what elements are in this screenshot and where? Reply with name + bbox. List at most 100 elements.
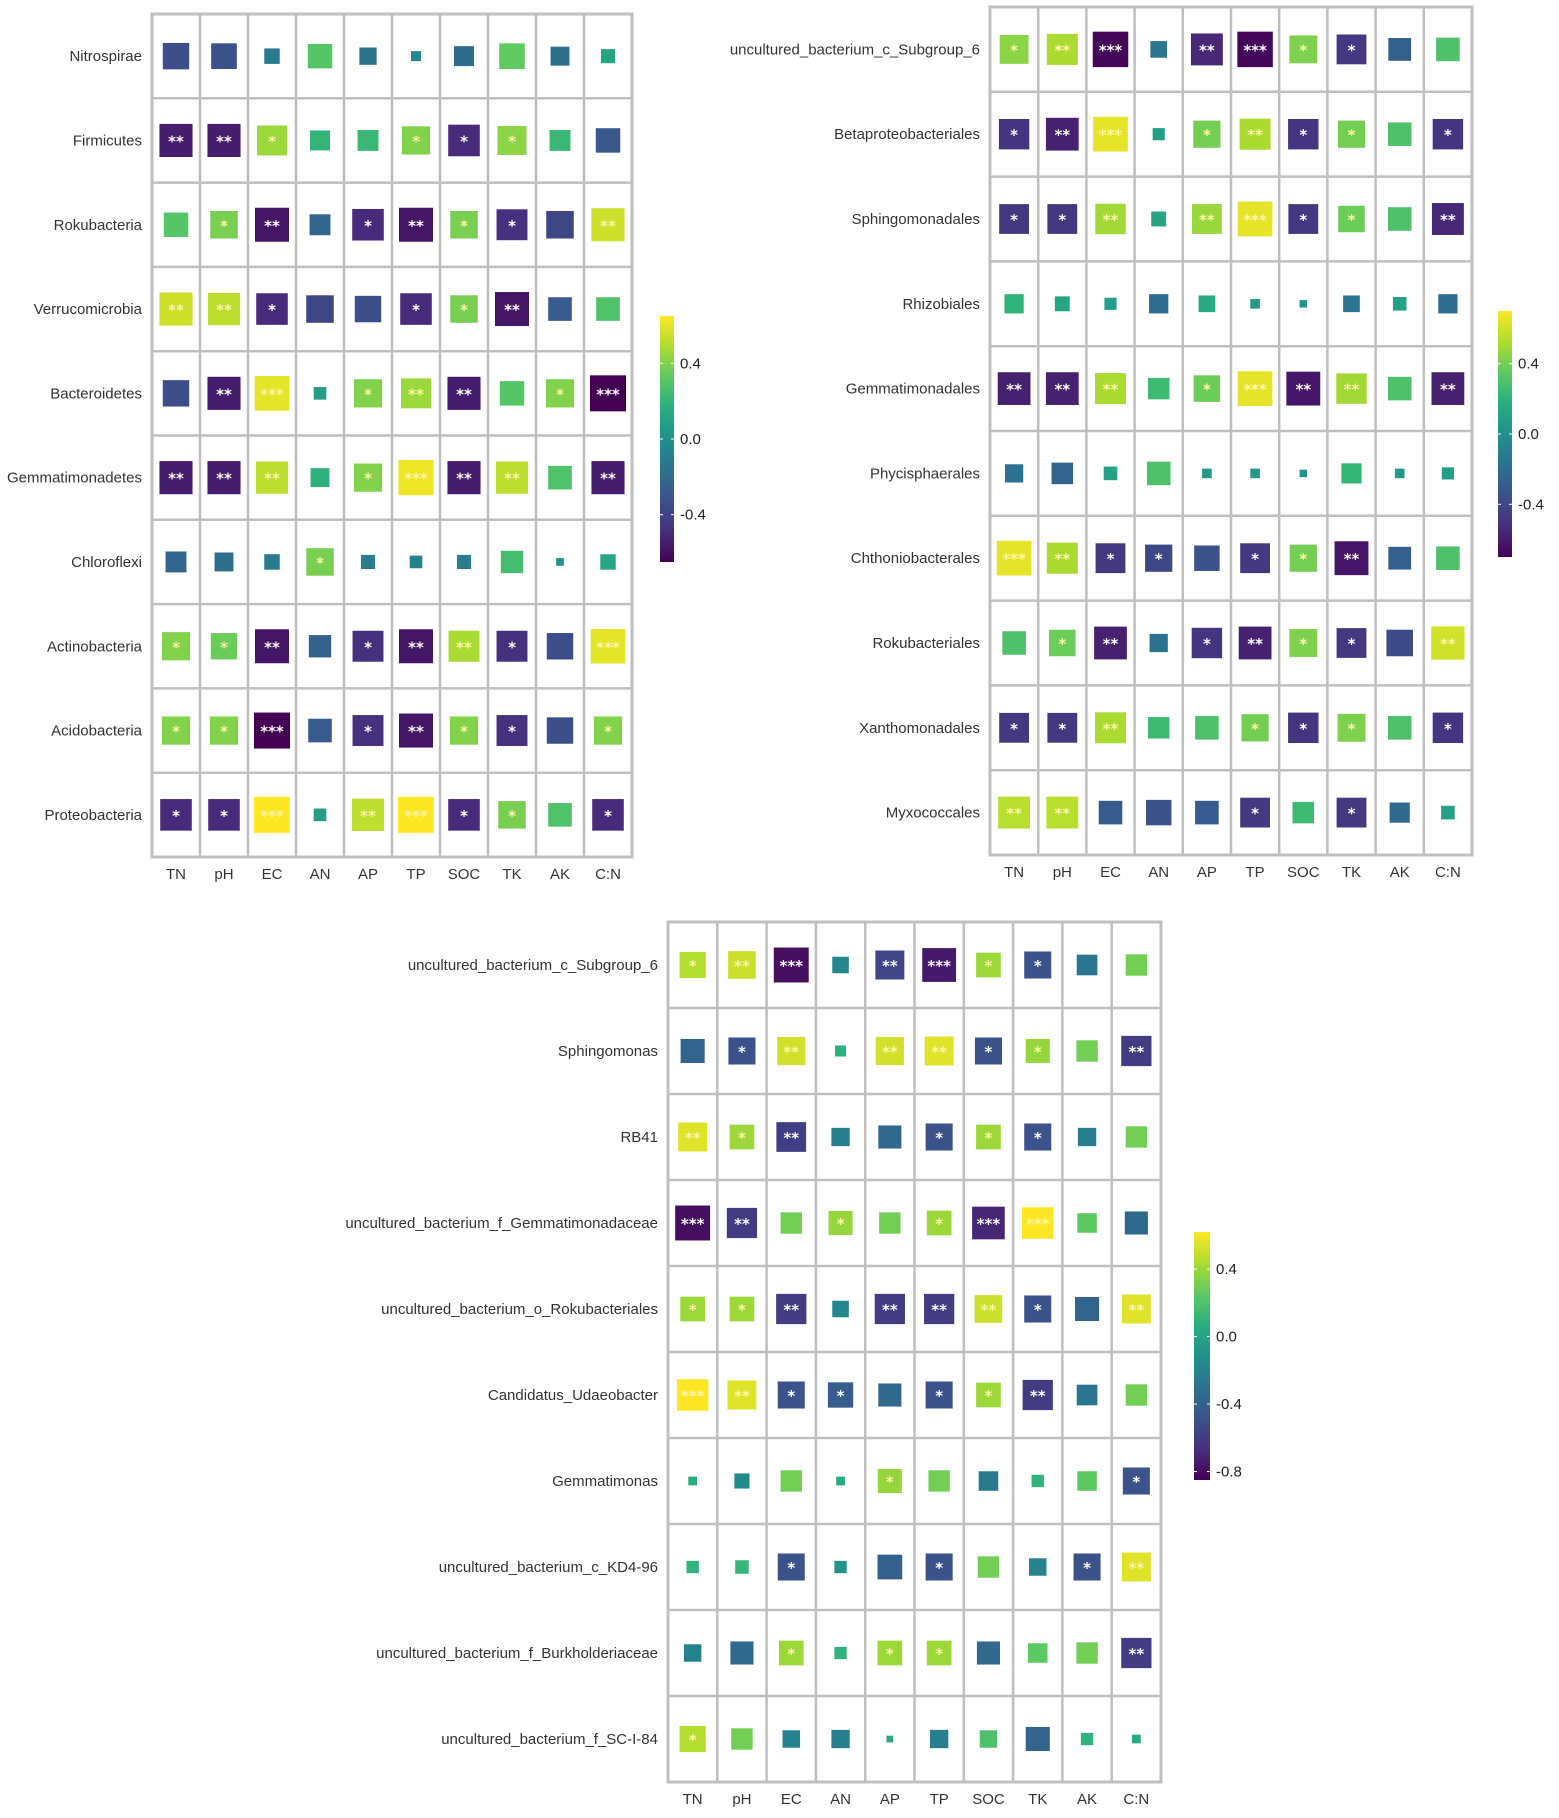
heatmap-cell xyxy=(401,378,431,409)
heatmap-cell xyxy=(1075,1296,1100,1322)
heatmap-cell xyxy=(1022,1207,1054,1239)
heatmap-cell xyxy=(161,716,191,745)
significance-mark: * xyxy=(364,638,372,656)
significance-mark: * xyxy=(1444,720,1452,738)
significance-mark: * xyxy=(1010,211,1018,229)
significance-mark: ** xyxy=(408,217,424,235)
heatmap-cell xyxy=(596,297,620,321)
heatmap-cell xyxy=(1103,466,1118,481)
heatmap-cell xyxy=(780,1470,802,1492)
heatmap-cell xyxy=(729,1296,755,1322)
heatmap-cell xyxy=(726,1207,758,1239)
significance-mark: * xyxy=(220,723,228,741)
heatmap-cell xyxy=(1046,542,1078,574)
heatmap-cell xyxy=(727,1380,757,1410)
heatmap-cell xyxy=(590,375,626,412)
heatmap-cell xyxy=(1049,629,1076,657)
significance-mark: * xyxy=(1058,720,1066,738)
heatmap-cell xyxy=(256,293,288,325)
significance-mark: * xyxy=(689,1301,697,1319)
heatmap-cell xyxy=(731,1728,753,1750)
heatmap-cell xyxy=(159,461,193,495)
heatmap-cell xyxy=(996,540,1032,576)
heatmap-cell xyxy=(926,1210,952,1236)
significance-mark: ** xyxy=(456,385,472,403)
row-label: Proteobacteria xyxy=(44,807,142,824)
significance-mark: *** xyxy=(779,957,803,975)
row-label: Rokubacteria xyxy=(54,217,143,234)
colorbar-tick-label: -0.4 xyxy=(1216,1396,1242,1413)
column-label: pH xyxy=(1053,864,1072,881)
heatmap-cell xyxy=(1338,205,1365,233)
heatmap-cell xyxy=(878,1383,902,1407)
heatmap-cell xyxy=(163,212,189,237)
heatmap-cell xyxy=(1131,1734,1141,1744)
heatmap-cell xyxy=(450,295,478,323)
heatmap-cell xyxy=(1022,1379,1053,1411)
significance-mark: * xyxy=(935,1387,943,1405)
significance-mark: *** xyxy=(596,385,620,403)
significance-mark: ** xyxy=(1006,381,1022,399)
significance-mark: ** xyxy=(168,470,184,488)
heatmap-cell xyxy=(1240,797,1271,828)
heatmap-cell xyxy=(1387,376,1412,401)
heatmap-cell xyxy=(1191,627,1223,659)
heatmap-cell xyxy=(1432,712,1464,744)
column-label: C:N xyxy=(1123,1791,1149,1808)
heatmap-cell xyxy=(1341,463,1362,484)
heatmap-cell xyxy=(309,214,331,236)
heatmap-cell xyxy=(782,1730,800,1748)
heatmap-cell xyxy=(1286,371,1321,406)
row-label: Gemmatimonas xyxy=(552,1473,658,1490)
heatmap-cell xyxy=(929,1729,949,1749)
heatmap-cell xyxy=(1073,1553,1101,1581)
row-label: Acidobacteria xyxy=(51,723,143,740)
significance-mark: * xyxy=(220,217,228,235)
significance-mark: * xyxy=(172,638,180,656)
heatmap-cell xyxy=(496,209,528,241)
column-label: AP xyxy=(1197,864,1217,881)
heatmap-cell xyxy=(308,718,332,743)
column-label: TN xyxy=(683,1791,703,1808)
significance-mark: *** xyxy=(404,807,428,825)
heatmap-cell xyxy=(977,1556,1000,1578)
heatmap-cell xyxy=(735,1560,749,1574)
heatmap-cell xyxy=(688,1476,698,1486)
heatmap-cell xyxy=(1025,1038,1050,1064)
significance-mark: ** xyxy=(1128,1645,1144,1663)
heatmap-cell xyxy=(777,1381,805,1409)
significance-mark: * xyxy=(1083,1559,1091,1577)
column-label: TN xyxy=(166,866,186,883)
heatmap-cell xyxy=(254,629,290,664)
heatmap-cell xyxy=(1237,31,1273,68)
significance-mark: * xyxy=(460,807,468,825)
heatmap-cell xyxy=(1077,1127,1097,1147)
significance-mark: *** xyxy=(260,723,284,741)
heatmap-cell xyxy=(264,48,280,64)
significance-mark: * xyxy=(1132,1473,1140,1491)
heatmap-cell xyxy=(999,712,1030,743)
heatmap-cell xyxy=(498,801,526,829)
heatmap-cell xyxy=(398,796,434,833)
heatmap-cell xyxy=(1054,296,1070,312)
heatmap-cell xyxy=(976,952,1001,978)
heatmap-cell xyxy=(1146,461,1171,486)
column-label: TN xyxy=(1004,864,1024,881)
heatmap-cell xyxy=(1193,120,1221,148)
heatmap-cell xyxy=(447,376,481,410)
heatmap-cell xyxy=(925,1553,953,1581)
significance-mark: * xyxy=(316,554,324,572)
significance-mark: * xyxy=(508,132,516,150)
significance-mark: *** xyxy=(1243,381,1267,399)
significance-mark: * xyxy=(1348,41,1356,59)
heatmap-cell xyxy=(207,292,241,326)
significance-mark: * xyxy=(460,132,468,150)
heatmap-cell xyxy=(1441,467,1454,480)
heatmap-cell xyxy=(1121,1294,1151,1324)
column-label: EC xyxy=(781,1791,802,1808)
heatmap-cell xyxy=(926,1640,952,1666)
heatmap-cell xyxy=(877,1468,902,1494)
significance-mark: ** xyxy=(1295,381,1311,399)
heatmap-cell xyxy=(1336,628,1367,658)
